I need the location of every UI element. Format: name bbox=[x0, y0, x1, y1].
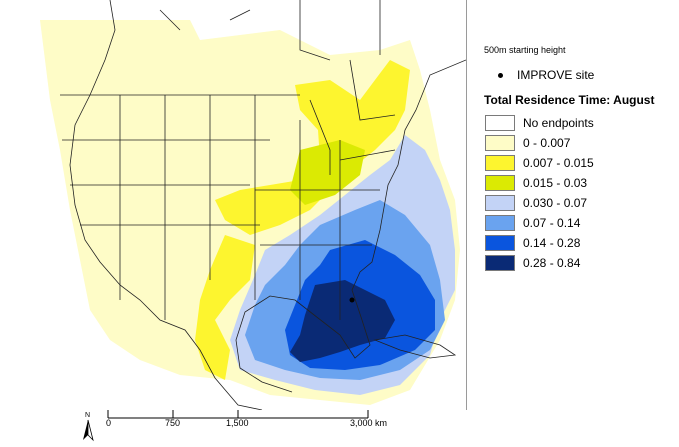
state-boundaries bbox=[60, 0, 466, 410]
legend-swatch bbox=[485, 135, 515, 151]
legend-title: Total Residence Time: August bbox=[484, 93, 655, 107]
legend-item: 0.015 - 0.03 bbox=[485, 173, 594, 193]
legend-panel: 500m starting height IMPROVE site Total … bbox=[478, 0, 678, 300]
north-arrow-graphic: N bbox=[83, 412, 94, 442]
dot-icon bbox=[498, 72, 503, 78]
legend-item: 0.28 - 0.84 bbox=[485, 253, 594, 273]
scale-label-0: 0 bbox=[106, 418, 112, 428]
legend-item: 0.007 - 0.015 bbox=[485, 153, 594, 173]
legend-item: 0.030 - 0.07 bbox=[485, 193, 594, 213]
legend-subtitle: 500m starting height bbox=[484, 45, 566, 55]
map-panel[interactable] bbox=[0, 0, 467, 410]
legend-label: 0.007 - 0.015 bbox=[523, 156, 594, 170]
site-legend-row: IMPROVE site bbox=[498, 68, 594, 82]
legend-label: 0.07 - 0.14 bbox=[523, 216, 581, 230]
legend-swatch bbox=[485, 235, 515, 251]
legend-label: 0.015 - 0.03 bbox=[523, 176, 588, 190]
scale-label-1500: 1,500 bbox=[226, 418, 249, 428]
legend-label: 0.030 - 0.07 bbox=[523, 196, 588, 210]
residence-time-map bbox=[40, 0, 466, 410]
improve-site-marker[interactable] bbox=[349, 297, 355, 303]
north-label: N bbox=[85, 412, 90, 419]
legend-items: No endpoints 0 - 0.007 0.007 - 0.015 0.015 … bbox=[485, 113, 594, 273]
legend-swatch bbox=[485, 175, 515, 191]
legend-item: 0.07 - 0.14 bbox=[485, 213, 594, 233]
legend-item: 0.14 - 0.28 bbox=[485, 233, 594, 253]
legend-swatch bbox=[485, 195, 515, 211]
scale-label-750: 750 bbox=[165, 418, 181, 428]
cuba-outline bbox=[373, 334, 457, 359]
legend-label: 0.28 - 0.84 bbox=[523, 256, 581, 270]
scale-bar: 0 750 1,500 3,000 km bbox=[78, 406, 408, 446]
site-label: IMPROVE site bbox=[517, 68, 595, 82]
residence-grid-blue bbox=[245, 200, 445, 380]
legend-item: 0 - 0.007 bbox=[485, 133, 594, 153]
legend-swatch bbox=[485, 155, 515, 171]
legend-label: 0.14 - 0.28 bbox=[523, 236, 581, 250]
legend-item: No endpoints bbox=[485, 113, 594, 133]
legend-swatch bbox=[485, 255, 515, 271]
north-arrow-icon: N bbox=[80, 410, 96, 447]
legend-label: No endpoints bbox=[523, 116, 594, 130]
legend-swatch bbox=[485, 115, 515, 131]
scale-bar-graphic bbox=[107, 410, 369, 419]
legend-swatch bbox=[485, 215, 515, 231]
scale-label-3000: 3,000 km bbox=[350, 418, 388, 428]
legend-label: 0 - 0.007 bbox=[523, 136, 571, 150]
